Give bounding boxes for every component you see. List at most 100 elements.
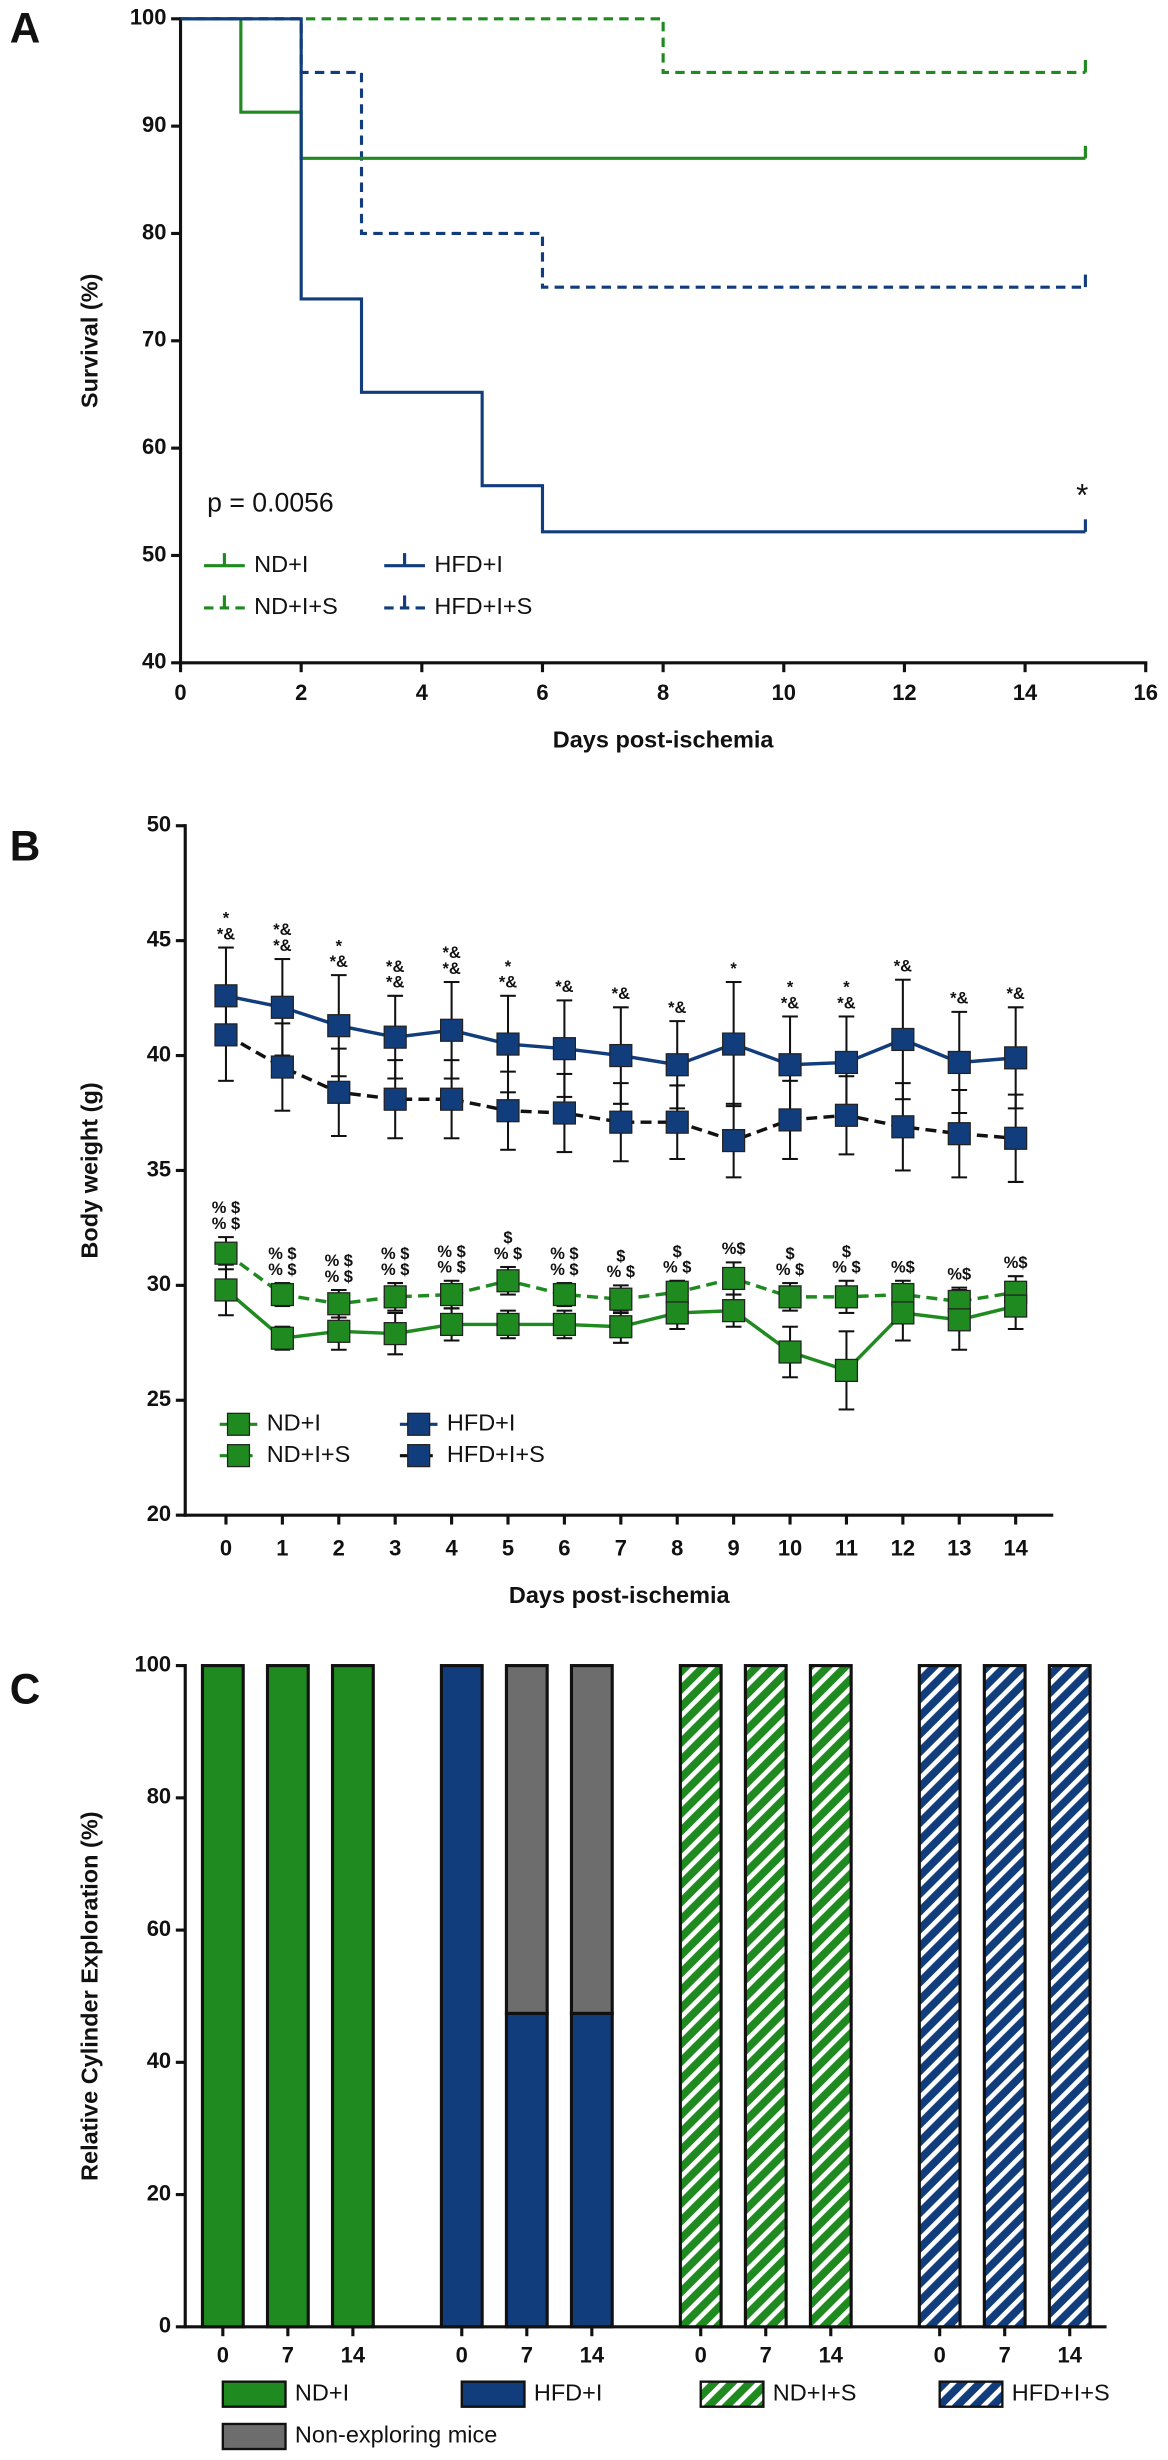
significance: *	[787, 979, 794, 997]
legend-swatch	[221, 2380, 287, 2408]
legend-item: HFD+I	[460, 2379, 602, 2408]
legend-item: ND+I+S	[204, 593, 338, 619]
significance: *&	[273, 937, 291, 955]
bar	[330, 1664, 375, 2329]
x-tick-label: 10	[778, 1535, 802, 1560]
marker	[496, 1269, 520, 1293]
marker	[834, 1050, 859, 1075]
marker	[270, 1282, 294, 1307]
legend-label: ND+I	[267, 1409, 321, 1435]
legend-label: ND+I+S	[267, 1441, 351, 1467]
significance: % $	[607, 1263, 635, 1281]
marker	[383, 1025, 407, 1049]
marker	[778, 1108, 802, 1132]
legend-marker	[226, 1444, 251, 1468]
significance: % $	[494, 1245, 522, 1263]
marker	[609, 1110, 633, 1134]
legend-item: HFD+I	[399, 1409, 515, 1436]
x-tick-label: 0	[695, 2342, 707, 2367]
marker	[778, 1053, 802, 1077]
significance: % $	[325, 1252, 353, 1270]
y-axis-label: Survival (%)	[76, 274, 102, 409]
y-tick-label: 100	[130, 5, 167, 30]
legend-marker	[226, 1412, 251, 1436]
marker	[834, 1358, 859, 1382]
survival-line	[180, 17, 1086, 534]
x-tick-label: 5	[502, 1535, 514, 1560]
legend-label: ND+I+S	[773, 2379, 857, 2405]
x-tick-label: 7	[615, 1535, 627, 1560]
legend-label: HFD+I+S	[447, 1441, 545, 1467]
x-tick-label: 0	[934, 2342, 946, 2367]
x-tick-label: 0	[174, 680, 186, 705]
marker	[722, 1128, 746, 1153]
significance: *&	[273, 921, 291, 939]
bar-stack	[569, 1664, 614, 2015]
marker	[214, 1278, 238, 1302]
marker	[1004, 1126, 1028, 1150]
marker	[327, 1319, 351, 1343]
significance: *&	[442, 960, 460, 978]
marker	[214, 1023, 238, 1047]
marker	[214, 1241, 238, 1265]
marker	[891, 1301, 915, 1325]
x-tick-label: 1	[276, 1535, 288, 1560]
x-tick-label: 0	[456, 2342, 468, 2367]
x-tick-label: 0	[217, 2342, 229, 2367]
significance: % $	[268, 1261, 296, 1279]
significance: $	[616, 1248, 625, 1266]
significance: % $	[381, 1245, 409, 1263]
marker	[609, 1043, 633, 1068]
marker	[778, 1340, 802, 1364]
legend-item: ND+I	[219, 1409, 321, 1436]
x-tick-label: 9	[728, 1535, 740, 1560]
significance: *	[843, 979, 850, 997]
x-tick-label: 7	[760, 2342, 772, 2367]
bar	[982, 1664, 1027, 2329]
x-tick-label: 4	[416, 680, 429, 705]
bar	[1047, 1664, 1092, 2329]
panel-label: B	[10, 822, 41, 869]
significance: $	[785, 1245, 794, 1263]
y-tick-label: 90	[142, 112, 166, 137]
y-tick-label: 80	[147, 1784, 171, 1809]
significance: $	[503, 1229, 512, 1247]
significance: *	[505, 958, 512, 976]
legend-item: ND+I+S	[219, 1441, 351, 1468]
marker	[270, 1055, 294, 1079]
significance: *&	[330, 953, 348, 971]
bar	[917, 1664, 962, 2329]
x-tick-label: 7	[282, 2342, 294, 2367]
significance: $	[673, 1243, 682, 1261]
x-tick-label: 12	[891, 1535, 915, 1560]
legend-label: HFD+I+S	[434, 593, 532, 619]
panel-label: A	[10, 5, 41, 52]
y-tick-label: 100	[135, 1651, 172, 1676]
legend-swatch	[699, 2380, 765, 2408]
significance: % $	[212, 1215, 240, 1233]
significance: % $	[437, 1243, 465, 1261]
x-tick-label: 6	[558, 1535, 570, 1560]
x-tick-label: 7	[521, 2342, 533, 2367]
significance: *&	[555, 978, 573, 996]
legend-label: ND+I	[295, 2379, 349, 2405]
marker	[609, 1287, 633, 1311]
marker	[722, 1266, 746, 1291]
marker	[891, 1115, 915, 1139]
legend-item: HFD+I+S	[399, 1441, 545, 1468]
x-axis-label: Days post-ischemia	[509, 1582, 731, 1608]
significance: *&	[386, 958, 404, 976]
significance: % $	[832, 1259, 860, 1277]
marker	[383, 1322, 407, 1346]
x-tick-label: 14	[580, 2342, 605, 2367]
legend-swatch	[460, 2380, 526, 2408]
y-tick-label: 60	[142, 434, 166, 459]
marker	[270, 995, 294, 1019]
significance: % $	[268, 1245, 296, 1263]
x-tick-label: 10	[772, 680, 796, 705]
marker	[834, 1103, 859, 1127]
significance: % $	[550, 1261, 578, 1279]
bar	[743, 1664, 788, 2329]
series-line	[225, 1033, 1016, 1143]
marker	[722, 1032, 746, 1056]
